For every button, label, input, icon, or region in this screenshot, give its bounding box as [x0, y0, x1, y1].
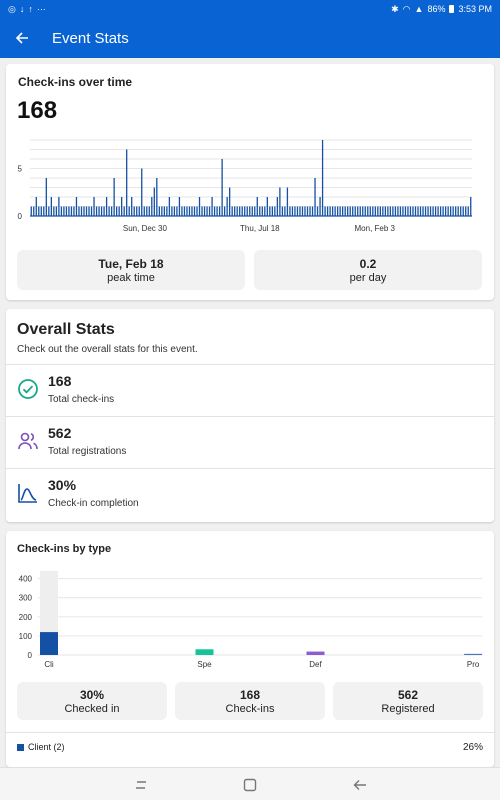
- checkins-by-type-card: Check-ins by type 0 100 200 300 400 Cli Spe Def…: [6, 531, 494, 767]
- x-tick-label: Spe: [197, 660, 212, 669]
- recents-button[interactable]: [130, 776, 152, 794]
- x-tick-label: Def: [309, 660, 322, 669]
- cast-icon: ◎: [8, 3, 16, 14]
- card-title: Overall Stats: [17, 321, 115, 338]
- nav-back-button[interactable]: [349, 776, 371, 794]
- home-icon: [243, 778, 257, 792]
- peak-time-box: Tue, Feb 18 peak time: [17, 250, 245, 290]
- checkins-by-type-chart: 0 100 200 300 400 Cli Spe Def Pro: [19, 571, 483, 669]
- stat-row-checkins: 168 Total check-ins: [6, 365, 494, 416]
- stat-value: 30%: [48, 477, 77, 493]
- bar-checked-in: [306, 651, 325, 655]
- battery-percent: 86%: [427, 4, 446, 14]
- page-title: Event Stats: [52, 29, 129, 47]
- registered-label: Registered: [381, 703, 435, 715]
- checked-in-value: 30%: [79, 688, 105, 702]
- divider: [6, 416, 494, 417]
- wifi-icon: ◠: [402, 3, 411, 14]
- x-tick-label: Mon, Feb 3: [355, 224, 396, 233]
- y-tick-label: 5: [18, 165, 23, 174]
- card-title: Check-ins by type: [17, 543, 112, 555]
- x-tick-label: Sun, Dec 30: [123, 224, 168, 233]
- y-tick-label: 0: [18, 212, 23, 221]
- battery-icon: [449, 5, 455, 13]
- back-button[interactable]: [0, 18, 44, 58]
- y-tick-label: 0: [28, 651, 33, 660]
- stat-row-completion: 30% Check-in completion: [6, 469, 494, 520]
- checkins-box: 168 Check-ins: [175, 682, 325, 720]
- app-bar: Event Stats: [0, 18, 500, 58]
- x-tick-label: Thu, Jul 18: [240, 224, 280, 233]
- checked-in-box: 30% Checked in: [17, 682, 167, 720]
- overall-stats-card: Overall Stats Check out the overall stat…: [6, 309, 494, 522]
- bluetooth-icon: ✱: [391, 3, 399, 14]
- peak-time-label: peak time: [107, 272, 155, 284]
- checkins-value: 168: [239, 688, 261, 702]
- checked-in-label: Checked in: [64, 703, 120, 715]
- status-bar: ◎ ↓ ↑ ··· ✱ ◠ ▲ 86% 3:53 PM: [0, 0, 500, 18]
- registered-value: 562: [397, 688, 419, 702]
- people-icon: [18, 432, 38, 450]
- y-tick-label: 200: [19, 613, 33, 622]
- arrow-back-icon: [15, 32, 28, 44]
- bar-checked-in: [464, 653, 483, 655]
- card-subtitle: Check out the overall stats for this eve…: [17, 344, 198, 355]
- checkins-label: Check-ins: [225, 703, 275, 715]
- legend-percent: 26%: [462, 742, 483, 753]
- per-day-value: 0.2: [359, 257, 377, 271]
- bar-checked-in: [195, 649, 214, 655]
- bar-checked-in: [40, 632, 58, 655]
- y-tick-label: 300: [19, 594, 33, 603]
- total-checkins-value: 168: [17, 97, 58, 124]
- status-left-icons: ◎ ↓ ↑ ···: [8, 3, 46, 14]
- per-day-label: per day: [349, 272, 387, 284]
- card-title: Check-ins over time: [18, 75, 133, 89]
- stat-label: Check-in completion: [48, 498, 139, 509]
- stat-label: Total registrations: [48, 446, 127, 457]
- check-circle-icon: [18, 379, 38, 399]
- per-day-box: 0.2 per day: [254, 250, 482, 290]
- clock: 3:53 PM: [458, 4, 492, 14]
- status-right: ✱ ◠ ▲ 86% 3:53 PM: [391, 4, 492, 14]
- y-tick-label: 400: [19, 575, 33, 584]
- stat-value: 168: [48, 373, 72, 389]
- curve-chart-icon: [18, 484, 37, 503]
- nav-back-icon: [353, 780, 366, 790]
- x-tick-label: Pro: [467, 660, 480, 669]
- stat-value: 562: [48, 425, 72, 441]
- checkins-over-time-card: Check-ins over time 168 0 5 Sun, Dec 30 Thu…: [6, 64, 494, 300]
- recents-icon: [136, 781, 146, 789]
- x-tick-label: Cli: [44, 660, 54, 669]
- registered-box: 562 Registered: [333, 682, 483, 720]
- peak-time-value: Tue, Feb 18: [98, 257, 164, 271]
- upload-icon: ↑: [28, 3, 33, 14]
- checkins-timeline-chart: 0 5 Sun, Dec 30 Thu, Jul 18 Mon, Feb 3: [18, 139, 472, 233]
- legend-swatch: [17, 744, 24, 751]
- legend-row-client: Client (2) 26%: [17, 741, 483, 755]
- system-nav-bar: [0, 767, 500, 800]
- divider: [6, 732, 494, 733]
- stat-label: Total check-ins: [48, 394, 115, 405]
- signal-icon: ▲: [414, 3, 424, 14]
- y-tick-label: 100: [19, 632, 33, 641]
- more-icon: ···: [36, 3, 46, 14]
- divider: [6, 364, 494, 365]
- stat-row-registrations: 562 Total registrations: [6, 417, 494, 468]
- download-icon: ↓: [19, 3, 25, 14]
- legend-label: Client (2): [28, 742, 65, 752]
- divider: [6, 468, 494, 469]
- home-button[interactable]: [239, 776, 261, 794]
